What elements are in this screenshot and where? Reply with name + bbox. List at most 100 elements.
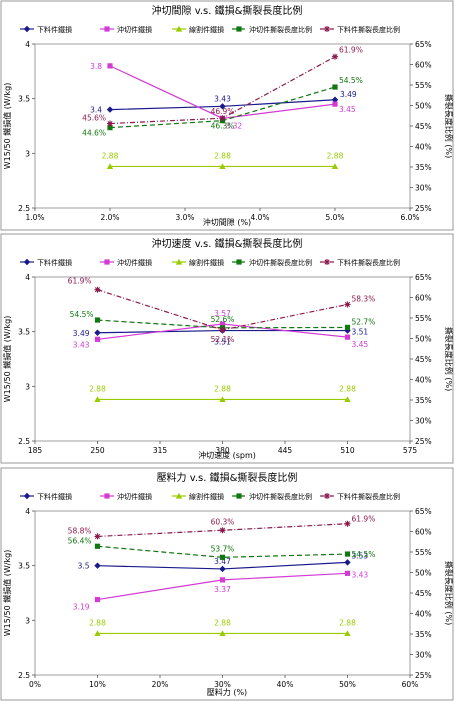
x-tick-label: 4.0% bbox=[250, 213, 269, 222]
data-point bbox=[94, 596, 101, 603]
data-point bbox=[219, 163, 226, 170]
legend-label: 沖切件鐵損 bbox=[117, 492, 152, 501]
y2-tick-label: 25% bbox=[415, 437, 432, 446]
data-point bbox=[332, 101, 338, 107]
x-tick-label: 380 bbox=[215, 446, 230, 455]
data-point bbox=[219, 321, 226, 327]
series-punch_ratio: 56.4% 53.7% 54.5% bbox=[68, 536, 376, 560]
legend-item-wire: 線割件鐵損 bbox=[172, 492, 224, 501]
series-down_ratio: 58.8% 60.3% 61.9% bbox=[68, 515, 376, 540]
data-label: 2.88 bbox=[214, 151, 231, 160]
series-down_ratio: 61.9% 52.1% 58.3% bbox=[68, 277, 376, 344]
data-point bbox=[344, 396, 351, 403]
series-wire: 2.88 2.88 2.88 bbox=[89, 618, 356, 637]
data-point bbox=[344, 520, 351, 527]
series-wire: 2.88 2.88 2.88 bbox=[102, 151, 344, 170]
legend-label: 下料件撕裂長度比例 bbox=[337, 258, 400, 267]
data-point bbox=[94, 533, 101, 540]
data-point bbox=[94, 543, 101, 549]
x-tick-label: 510 bbox=[340, 446, 355, 455]
y2-tick-label: 45% bbox=[415, 355, 432, 364]
y-tick-label: 4 bbox=[25, 507, 30, 516]
data-label: 58.8% bbox=[68, 526, 92, 535]
y-tick-label: 3 bbox=[25, 616, 30, 625]
y2-tick-label: 50% bbox=[415, 102, 432, 111]
y-axis-label: W15/50 鐵損值 (W/kg) bbox=[2, 550, 12, 637]
data-label: 3.43 bbox=[214, 94, 231, 103]
x-axis-label: 沖切速度 (spm) bbox=[198, 450, 256, 460]
series-line bbox=[97, 319, 348, 329]
y2-tick-label: 40% bbox=[415, 143, 432, 152]
chart-title: 沖切間隙 v.s. 鐵損&撕裂長度比例 bbox=[152, 4, 303, 17]
x-tick-label: 6.0% bbox=[400, 213, 419, 222]
chart-panel-punch-clearance: 沖切間隙 v.s. 鐵損&撕裂長度比例 下料件鐵損 沖切件鐵損 線割件鐵損 沖切件撕裂… bbox=[0, 0, 454, 231]
data-label: 3.51 bbox=[214, 338, 231, 347]
data-point bbox=[94, 286, 101, 293]
data-label: 53.7% bbox=[211, 544, 235, 553]
data-label: 61.9% bbox=[352, 515, 376, 524]
legend-marker bbox=[104, 259, 110, 265]
legend-item-punch: 沖切件鐵損 bbox=[100, 492, 152, 501]
x-tick-label: 3.0% bbox=[175, 213, 194, 222]
data-label: 2.88 bbox=[214, 384, 231, 393]
y2-tick-label: 55% bbox=[415, 548, 432, 557]
data-label: 45.6% bbox=[82, 114, 106, 123]
data-label: 2.88 bbox=[89, 618, 106, 627]
legend-marker bbox=[175, 25, 183, 32]
x-axis-label: 壓料力 (%) bbox=[207, 687, 247, 697]
y-tick-label: 2.5 bbox=[18, 437, 30, 446]
data-label: 3.8 bbox=[90, 62, 102, 71]
data-point bbox=[107, 125, 113, 131]
legend-item-down_ratio: 下料件撕裂長度比例 bbox=[320, 258, 400, 267]
legend-item-punch: 沖切件鐵損 bbox=[100, 25, 152, 34]
y2-tick-label: 45% bbox=[415, 122, 432, 131]
data-point bbox=[331, 96, 339, 103]
data-label: 52.6% bbox=[211, 315, 235, 324]
y2-tick-label: 65% bbox=[415, 273, 432, 282]
data-point bbox=[344, 630, 351, 637]
data-label: 44.6% bbox=[82, 129, 106, 138]
y2-axis-label: 撕裂長度比例 (%) bbox=[444, 561, 454, 625]
y2-tick-label: 40% bbox=[415, 376, 432, 385]
data-label: 2.88 bbox=[327, 151, 344, 160]
legend-label: 下料件撕裂長度比例 bbox=[337, 25, 400, 34]
legend-item-punch_ratio: 沖切件撕裂長度比例 bbox=[232, 25, 312, 34]
data-label: 46.9% bbox=[211, 107, 235, 116]
y2-axis-label: 撕裂長度比例 (%) bbox=[444, 94, 454, 158]
chart-title: 壓料力 v.s. 鐵損&撕裂長度比例 bbox=[157, 471, 298, 484]
data-label: 54.5% bbox=[352, 550, 376, 559]
data-label: 3.47 bbox=[214, 557, 231, 566]
legend-label: 線割件鐵損 bbox=[189, 492, 224, 501]
data-label: 3.51 bbox=[352, 328, 369, 337]
data-point bbox=[331, 163, 339, 170]
data-point bbox=[344, 324, 351, 331]
legend-item-wire: 線割件鐵損 bbox=[172, 25, 224, 34]
data-point bbox=[94, 317, 101, 323]
legend-marker bbox=[324, 26, 330, 32]
y-tick-label: 2.5 bbox=[18, 671, 30, 680]
data-label: 52.1% bbox=[211, 335, 235, 344]
data-point bbox=[94, 396, 101, 403]
legend-label: 下料件鐵損 bbox=[37, 25, 72, 34]
x-tick-label: 5.0% bbox=[325, 213, 344, 222]
y2-tick-label: 25% bbox=[415, 671, 432, 680]
data-label: 3.37 bbox=[214, 585, 231, 594]
y2-tick-label: 25% bbox=[415, 204, 432, 213]
legend-marker bbox=[236, 26, 242, 32]
legend: 下料件鐵損 沖切件鐵損 線割件鐵損 沖切件撕裂長度比例 下料件撕裂長度比例 bbox=[20, 258, 400, 267]
series-line bbox=[97, 545, 348, 558]
data-label: 46.3% bbox=[211, 122, 235, 131]
y2-tick-label: 50% bbox=[415, 569, 432, 578]
legend-label: 下料件撕裂長度比例 bbox=[337, 492, 400, 501]
data-point bbox=[332, 53, 338, 60]
data-point bbox=[219, 527, 226, 534]
y2-tick-label: 60% bbox=[415, 528, 432, 537]
data-label: 3.4 bbox=[90, 106, 102, 115]
legend-label: 下料件鐵損 bbox=[37, 258, 72, 267]
legend-marker bbox=[23, 258, 31, 266]
data-label: 3.49 bbox=[340, 90, 357, 99]
legend-item-punch_ratio: 沖切件撕裂長度比例 bbox=[232, 258, 312, 267]
data-label: 3.57 bbox=[214, 309, 231, 318]
data-point bbox=[219, 115, 226, 122]
x-tick-label: 315 bbox=[153, 446, 168, 455]
